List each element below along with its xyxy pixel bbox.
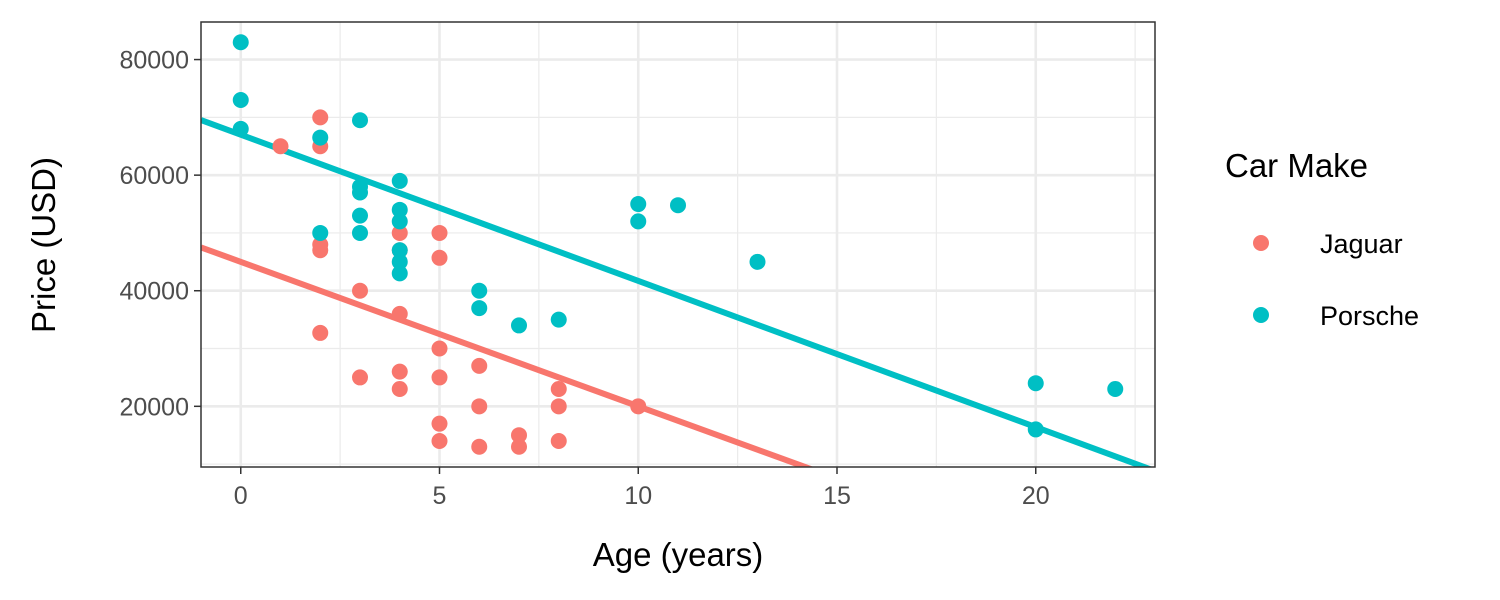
y-axis-title: Price (USD) xyxy=(25,157,62,333)
x-axis-title: Age (years) xyxy=(593,536,764,573)
point-jaguar xyxy=(550,380,567,397)
x-tick-label: 20 xyxy=(1022,482,1050,510)
fit-line-jaguar xyxy=(201,244,814,467)
point-jaguar xyxy=(391,380,408,397)
point-jaguar xyxy=(431,369,448,386)
point-porsche xyxy=(630,213,647,230)
x-tick-label: 10 xyxy=(624,482,652,510)
legend-title: Car Make xyxy=(1225,147,1368,184)
point-jaguar xyxy=(630,398,647,415)
point-porsche xyxy=(1027,421,1044,438)
point-jaguar xyxy=(431,249,448,266)
point-jaguar xyxy=(352,282,368,299)
point-porsche xyxy=(232,92,249,109)
y-tick-label: 80000 xyxy=(119,47,189,75)
point-porsche xyxy=(391,172,408,189)
point-porsche xyxy=(352,112,368,129)
point-porsche xyxy=(352,184,368,201)
x-tick-label: 0 xyxy=(234,482,248,510)
point-porsche xyxy=(471,300,488,317)
point-jaguar xyxy=(471,398,488,415)
legend-label-porsche: Porsche xyxy=(1320,301,1419,331)
point-porsche xyxy=(550,311,567,328)
point-jaguar xyxy=(312,109,329,126)
point-porsche xyxy=(391,242,408,259)
point-porsche xyxy=(670,197,686,214)
point-porsche xyxy=(749,253,766,270)
legend-key-jaguar xyxy=(1253,235,1269,251)
point-porsche xyxy=(312,224,329,241)
point-porsche xyxy=(312,129,329,146)
panel-background xyxy=(201,22,1155,467)
y-tick-label: 60000 xyxy=(119,162,189,190)
data-points xyxy=(232,34,1124,455)
point-jaguar xyxy=(391,363,408,380)
point-porsche xyxy=(391,201,408,218)
point-jaguar xyxy=(352,369,368,386)
point-jaguar xyxy=(431,432,448,449)
point-jaguar xyxy=(550,398,567,415)
y-tick-label: 20000 xyxy=(119,393,189,421)
point-jaguar xyxy=(312,242,329,259)
point-jaguar xyxy=(511,427,527,444)
point-jaguar xyxy=(550,432,567,449)
point-porsche xyxy=(352,207,368,224)
point-porsche xyxy=(352,224,368,241)
x-tick-label: 15 xyxy=(823,482,851,510)
point-porsche xyxy=(391,253,408,270)
point-jaguar xyxy=(431,415,448,432)
point-porsche xyxy=(630,196,647,213)
point-porsche xyxy=(1107,380,1124,397)
point-porsche xyxy=(391,213,408,230)
point-porsche xyxy=(232,34,249,51)
x-tick-label: 5 xyxy=(433,482,447,510)
y-tick-label: 40000 xyxy=(119,278,189,306)
point-jaguar xyxy=(431,224,448,241)
point-jaguar xyxy=(471,438,488,455)
point-jaguar xyxy=(272,138,289,155)
legend-label-jaguar: Jaguar xyxy=(1320,229,1403,259)
point-porsche xyxy=(1027,375,1044,392)
grid-lines xyxy=(201,22,1155,467)
point-jaguar xyxy=(312,324,329,341)
point-jaguar xyxy=(511,438,527,455)
legend: Car Make Jaguar Porsche xyxy=(1225,147,1419,331)
point-jaguar xyxy=(391,224,408,241)
point-jaguar xyxy=(431,340,448,357)
point-jaguar xyxy=(391,305,408,322)
legend-key-porsche xyxy=(1253,307,1269,323)
fit-lines xyxy=(201,117,1153,467)
point-porsche xyxy=(391,265,408,282)
axis-ticks: 0 5 10 15 20 20000 40000 60000 80000 xyxy=(119,47,1049,510)
fit-line-porsche xyxy=(201,117,1153,467)
point-jaguar xyxy=(471,357,488,374)
point-porsche xyxy=(232,120,249,137)
point-porsche xyxy=(511,317,527,334)
panel-border xyxy=(200,21,1156,468)
point-porsche xyxy=(471,282,488,299)
